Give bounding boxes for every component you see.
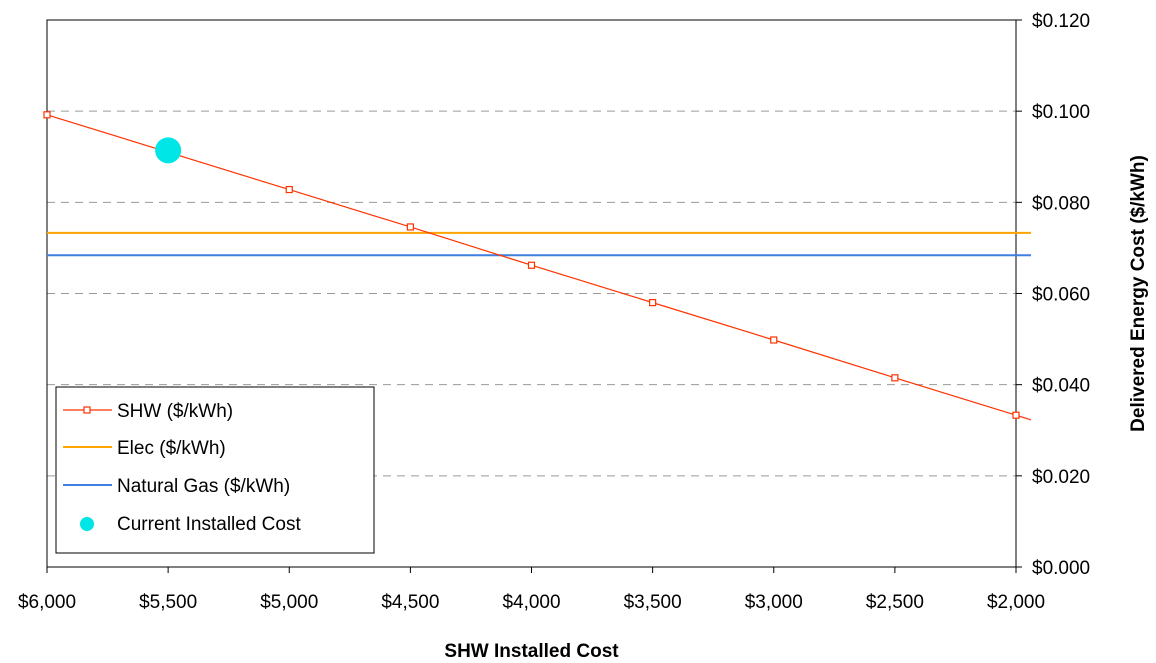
shw-data-point bbox=[527, 261, 536, 269]
x-tick-label: $6,000 bbox=[18, 592, 76, 613]
shw-data-point bbox=[406, 223, 414, 231]
x-tick-label: $2,000 bbox=[987, 592, 1045, 613]
y-tick-label: $0.000 bbox=[1032, 558, 1090, 579]
y-tick-label: $0.020 bbox=[1032, 467, 1090, 488]
y-tick-label: $0.080 bbox=[1032, 193, 1090, 214]
x-axis-title: SHW Installed Cost bbox=[444, 641, 619, 662]
x-tick-label: $3,500 bbox=[624, 592, 682, 613]
shw-data-point bbox=[770, 336, 778, 344]
legend-box bbox=[55, 386, 375, 554]
legend-marker bbox=[83, 406, 91, 414]
shw-data-point bbox=[1012, 411, 1020, 419]
y-tick-label: $0.060 bbox=[1032, 285, 1090, 306]
y-tick-label: $0.120 bbox=[1032, 11, 1090, 32]
legend-label: Elec ($/kWh) bbox=[117, 438, 226, 459]
x-tick-label: $4,500 bbox=[381, 592, 439, 613]
y-axis-ticks: $0.000 $0.020 $0.040 $0.060 $0.080 $0.100 $0.1… bbox=[1016, 11, 1090, 579]
x-tick-label: $5,500 bbox=[139, 592, 197, 613]
legend-label: Natural Gas ($/kWh) bbox=[117, 476, 290, 497]
shw-data-point bbox=[891, 374, 899, 382]
legend-label: SHW ($/kWh) bbox=[117, 401, 233, 422]
legend-label: Current Installed Cost bbox=[117, 514, 301, 535]
shw-data-point bbox=[649, 299, 657, 307]
reference-lines bbox=[47, 231, 1031, 257]
y-tick-label: $0.100 bbox=[1032, 102, 1090, 123]
legend-symbol bbox=[80, 517, 94, 531]
y-tick-label: $0.040 bbox=[1032, 376, 1090, 397]
series bbox=[43, 111, 1032, 421]
current-installed-cost-point bbox=[155, 137, 182, 164]
x-tick-label: $3,000 bbox=[745, 592, 803, 613]
x-tick-label: $2,500 bbox=[866, 592, 924, 613]
shw-data-point bbox=[285, 185, 293, 194]
x-tick-label: $4,000 bbox=[502, 592, 560, 613]
legend: SHW ($/kWh) Elec ($/kWh) Natural Gas ($/kW… bbox=[55, 386, 375, 554]
x-tick-label: $5,000 bbox=[260, 592, 318, 613]
y-axis-title: Delivered Energy Cost ($/kWh) bbox=[1128, 155, 1149, 432]
series-line-shw bbox=[46, 114, 1032, 421]
x-axis-ticks: $6,000 $5,500 $5,000 $4,500 $4,000 $3,500 $3,0… bbox=[18, 567, 1045, 613]
shw-data-point bbox=[43, 111, 51, 119]
